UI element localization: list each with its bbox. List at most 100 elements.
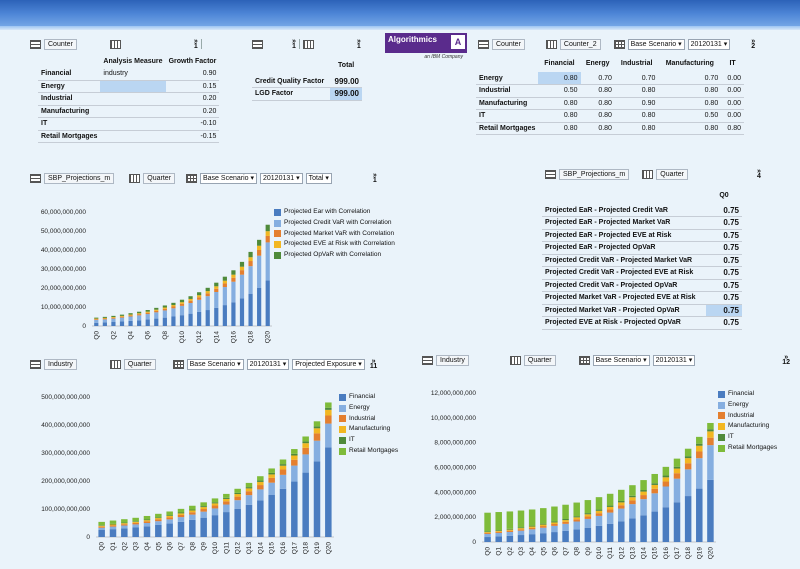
correlation-cell[interactable]: 0.80 [538,122,581,135]
bar-segment [651,511,658,542]
correlation-cell[interactable]: 0.00 [721,72,744,85]
correlation-cell[interactable]: 0.80 [614,84,659,98]
total-select[interactable]: Total [305,172,332,184]
correlation-cell[interactable]: 0.50 [658,109,722,123]
measure-select[interactable]: Projected Exposure [292,358,365,370]
correlation-cell[interactable]: 0.80 [580,97,615,110]
dimension-tag-projections[interactable]: SBP_Projections_m [44,172,115,184]
q0-value-cell[interactable]: 0.75 [706,316,742,330]
factor-value-cell[interactable]: 999.00 [330,75,362,88]
correlation-cell[interactable]: 0.50 [538,84,581,98]
more-menu-rows[interactable]: » 1 [292,38,296,50]
rows-icon[interactable] [30,39,41,49]
q0-value-cell[interactable]: 0.75 [706,254,742,267]
rows-icon[interactable] [30,173,41,183]
rows-icon[interactable] [545,169,556,179]
growth-value-cell[interactable]: -0.10 [165,117,220,131]
q0-value-cell[interactable]: 0.75 [706,216,742,230]
measure-cell[interactable]: industry [100,67,166,81]
date-select[interactable]: 20120131 [687,38,731,50]
correlation-cell[interactable]: 0.00 [721,97,744,110]
dimension-tag-counter[interactable]: Counter [44,38,77,50]
measure-cell[interactable] [100,130,166,143]
growth-value-cell[interactable]: 0.20 [165,92,220,106]
growth-value-cell[interactable]: 0.15 [165,80,220,93]
columns-icon[interactable] [129,173,141,183]
columns-icon[interactable] [302,39,314,49]
bar-segment [177,514,185,518]
scenario-select[interactable]: Base Scenario [186,358,244,370]
factor-value-cell[interactable]: 999.00 [330,87,362,101]
q0-value-cell[interactable]: 0.75 [706,204,742,217]
scenario-select[interactable]: Base Scenario [592,354,650,366]
date-select[interactable]: 20120131 [246,358,290,370]
correlation-cell[interactable]: 0.90 [614,97,659,110]
filter-icon[interactable] [613,39,625,49]
growth-value-cell[interactable]: 0.20 [165,105,220,118]
correlation-cell[interactable]: 0.70 [614,72,659,85]
measure-cell[interactable] [100,92,166,106]
dimension-tag-projections[interactable]: SBP_Projections_m [559,168,630,180]
correlation-cell[interactable]: 0.80 [614,109,659,123]
filter-icon[interactable] [172,359,184,369]
scenario-select[interactable]: Base Scenario [200,172,257,184]
columns-icon[interactable] [509,355,521,365]
rows-icon[interactable] [422,355,433,365]
more-menu-cols[interactable]: » 1 [356,38,361,50]
filter-icon[interactable] [186,173,197,183]
date-select[interactable]: 20120131 [260,172,303,184]
correlation-cell[interactable]: 0.80 [721,122,744,135]
measure-cell[interactable] [100,105,166,118]
q0-value-cell[interactable]: 0.75 [706,229,742,242]
measure-cell[interactable] [100,80,166,93]
correlation-cell[interactable]: 0.80 [658,84,722,98]
dimension-tag-industry[interactable]: Industry [436,354,469,366]
columns-icon[interactable] [109,39,121,49]
columns-icon[interactable] [545,39,557,49]
more-menu[interactable]: » 2 [751,38,756,50]
q0-value-cell[interactable]: 0.75 [706,304,742,317]
filter-icon[interactable] [578,355,590,365]
dimension-tag-counter-2[interactable]: Counter_2 [559,38,601,50]
correlation-cell[interactable]: 0.00 [721,84,744,98]
q0-value-cell[interactable]: 0.75 [706,291,742,305]
dimension-tag-quarter[interactable]: Quarter [123,358,156,370]
correlation-cell[interactable]: 0.80 [580,84,615,98]
columns-icon[interactable] [109,359,121,369]
legend-label: Industrial [728,411,755,419]
correlation-cell[interactable]: 0.80 [614,122,659,135]
correlation-cell[interactable]: 0.80 [580,109,615,123]
q0-value-cell[interactable]: 0.75 [706,266,742,280]
correlation-cell[interactable]: 0.80 [658,122,722,135]
columns-icon[interactable] [642,169,654,179]
more-menu[interactable]: » 12 [782,354,791,366]
q0-value-cell[interactable]: 0.75 [706,241,742,255]
more-menu[interactable]: » 11 [369,358,378,370]
rows-icon[interactable] [252,39,263,49]
correlation-cell[interactable]: 0.80 [538,97,581,110]
correlation-cell[interactable]: 0.80 [538,109,581,123]
measure-cell[interactable] [100,117,166,131]
growth-value-cell[interactable]: -0.15 [165,130,220,143]
correlation-cell[interactable]: 0.80 [580,122,615,135]
more-menu[interactable]: » 4 [757,168,761,180]
rows-icon[interactable] [30,359,41,369]
more-menu[interactable]: » 1 [193,38,198,50]
dimension-tag-quarter[interactable]: Quarter [523,354,556,366]
dimension-tag-industry[interactable]: Industry [44,358,77,370]
date-select[interactable]: 20120131 [652,354,696,366]
correlation-cell[interactable]: 0.00 [721,109,744,123]
dimension-tag-quarter[interactable]: Quarter [656,168,688,180]
scenario-select[interactable]: Base Scenario [627,38,685,50]
growth-value-cell[interactable]: 0.90 [165,67,220,81]
rows-icon[interactable] [478,39,489,49]
correlation-cell[interactable]: 0.70 [580,72,615,85]
correlation-cell[interactable]: 0.80 [538,72,581,85]
correlation-cell[interactable]: 0.70 [658,72,722,85]
bar-segment [696,443,703,446]
more-menu[interactable]: » 1 [372,172,377,184]
dimension-tag-quarter[interactable]: Quarter [143,172,175,184]
q0-value-cell[interactable]: 0.75 [706,279,742,292]
correlation-cell[interactable]: 0.80 [658,97,722,110]
dimension-tag-counter[interactable]: Counter [492,38,525,50]
